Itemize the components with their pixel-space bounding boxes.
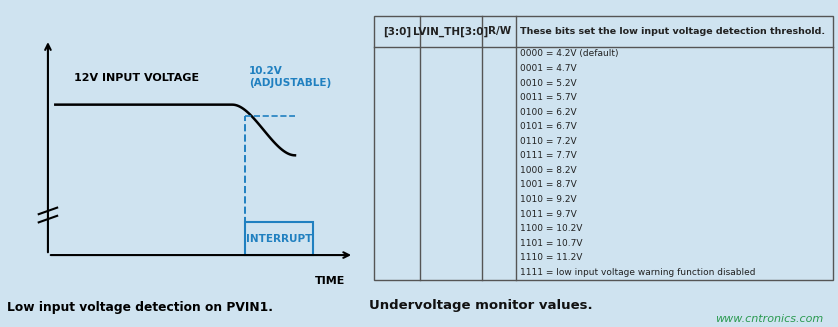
- Text: R/W: R/W: [488, 26, 511, 37]
- Text: [3:0]: [3:0]: [383, 26, 411, 37]
- Text: 1101 = 10.7V: 1101 = 10.7V: [520, 239, 582, 248]
- Text: 1111 = low input voltage warning function disabled: 1111 = low input voltage warning functio…: [520, 268, 756, 277]
- Text: 1011 = 9.7V: 1011 = 9.7V: [520, 210, 577, 218]
- Text: 1010 = 9.2V: 1010 = 9.2V: [520, 195, 577, 204]
- Text: INTERRUPT: INTERRUPT: [246, 234, 313, 244]
- Text: 1100 = 10.2V: 1100 = 10.2V: [520, 224, 582, 233]
- Text: 0000 = 4.2V (default): 0000 = 4.2V (default): [520, 49, 618, 59]
- Text: 0011 = 5.7V: 0011 = 5.7V: [520, 93, 577, 102]
- Text: Low input voltage detection on PVIN1.: Low input voltage detection on PVIN1.: [8, 301, 273, 314]
- Text: 0101 = 6.7V: 0101 = 6.7V: [520, 122, 577, 131]
- Bar: [246, 222, 313, 255]
- Text: 0110 = 7.2V: 0110 = 7.2V: [520, 137, 577, 146]
- Text: These bits set the low input voltage detection threshold.: These bits set the low input voltage det…: [520, 27, 825, 36]
- Text: 10.2V
(ADJUSTABLE): 10.2V (ADJUSTABLE): [249, 66, 331, 88]
- Text: 1001 = 8.7V: 1001 = 8.7V: [520, 181, 577, 189]
- Text: 1000 = 8.2V: 1000 = 8.2V: [520, 166, 577, 175]
- Text: Undervoltage monitor values.: Undervoltage monitor values.: [370, 299, 593, 312]
- Text: 0100 = 6.2V: 0100 = 6.2V: [520, 108, 577, 117]
- Text: 12V INPUT VOLTAGE: 12V INPUT VOLTAGE: [74, 73, 199, 83]
- Bar: [374, 16, 833, 280]
- Text: 1110 = 11.2V: 1110 = 11.2V: [520, 253, 582, 262]
- Text: LVIN_TH[3:0]: LVIN_TH[3:0]: [413, 26, 489, 37]
- Text: 0010 = 5.2V: 0010 = 5.2V: [520, 78, 577, 88]
- Text: www.cntronics.com: www.cntronics.com: [716, 314, 824, 324]
- Text: 0001 = 4.7V: 0001 = 4.7V: [520, 64, 577, 73]
- Text: TIME: TIME: [315, 276, 345, 286]
- Text: 0111 = 7.7V: 0111 = 7.7V: [520, 151, 577, 160]
